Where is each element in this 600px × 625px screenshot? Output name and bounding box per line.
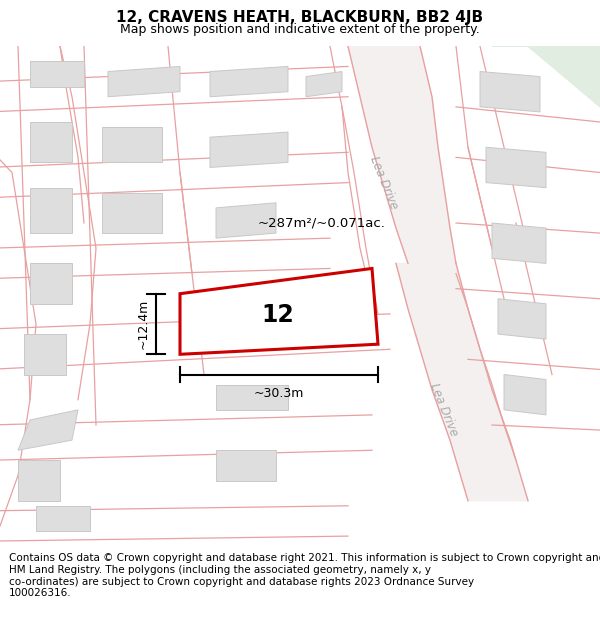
- Polygon shape: [180, 269, 378, 354]
- Polygon shape: [102, 192, 162, 233]
- Polygon shape: [480, 71, 540, 112]
- Polygon shape: [30, 61, 84, 87]
- Polygon shape: [492, 223, 546, 263]
- Polygon shape: [210, 132, 288, 168]
- Text: ~30.3m: ~30.3m: [254, 387, 304, 400]
- Polygon shape: [18, 461, 60, 501]
- Polygon shape: [36, 506, 90, 531]
- Text: 12: 12: [261, 303, 294, 327]
- Polygon shape: [30, 122, 72, 162]
- Polygon shape: [18, 410, 78, 450]
- Polygon shape: [102, 127, 162, 162]
- Text: Lea Drive: Lea Drive: [427, 381, 461, 438]
- Text: ~287m²/~0.071ac.: ~287m²/~0.071ac.: [258, 216, 386, 229]
- Polygon shape: [30, 263, 72, 304]
- Polygon shape: [24, 334, 66, 374]
- Polygon shape: [306, 71, 342, 97]
- Text: ~12.4m: ~12.4m: [137, 299, 150, 349]
- Polygon shape: [216, 450, 276, 481]
- Polygon shape: [498, 299, 546, 339]
- Polygon shape: [348, 46, 456, 263]
- Polygon shape: [504, 374, 546, 415]
- Polygon shape: [210, 66, 288, 97]
- Text: Lea Drive: Lea Drive: [367, 154, 401, 211]
- Polygon shape: [396, 263, 528, 501]
- Polygon shape: [492, 46, 600, 107]
- Text: 12, CRAVENS HEATH, BLACKBURN, BB2 4JB: 12, CRAVENS HEATH, BLACKBURN, BB2 4JB: [116, 10, 484, 25]
- Polygon shape: [216, 384, 288, 410]
- Polygon shape: [216, 202, 276, 238]
- Polygon shape: [486, 148, 546, 188]
- Text: Map shows position and indicative extent of the property.: Map shows position and indicative extent…: [120, 23, 480, 36]
- Polygon shape: [30, 188, 72, 233]
- Polygon shape: [108, 66, 180, 97]
- Text: Contains OS data © Crown copyright and database right 2021. This information is : Contains OS data © Crown copyright and d…: [9, 554, 600, 598]
